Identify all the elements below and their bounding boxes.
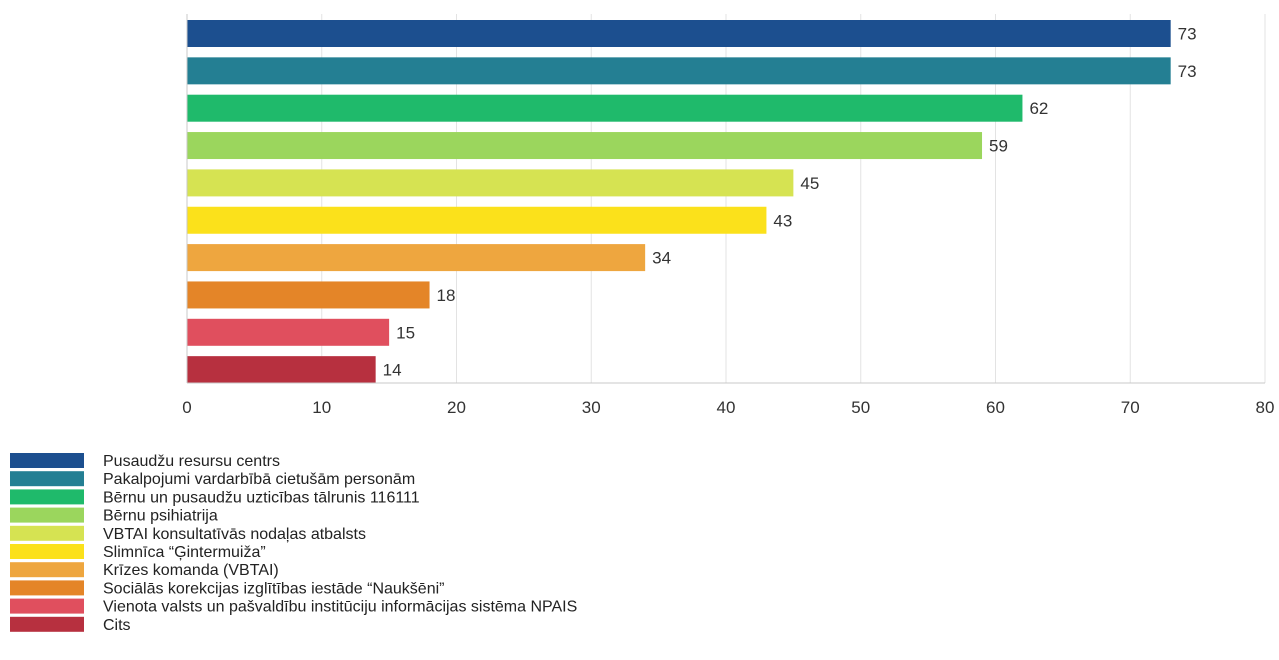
- x-tick-label-50: 50: [851, 398, 870, 417]
- bars: [187, 20, 1171, 384]
- bar-value-label-2: 73: [1178, 62, 1197, 81]
- bar-3: [187, 94, 1023, 122]
- bar-value-label-7: 34: [652, 249, 671, 268]
- bar-value-label-1: 73: [1178, 25, 1197, 44]
- legend-swatch-7: [10, 562, 84, 578]
- x-tick-label-40: 40: [717, 398, 736, 417]
- bar-9: [187, 318, 390, 346]
- x-tick-label-80: 80: [1256, 398, 1275, 417]
- legend-swatch-9: [10, 598, 84, 614]
- legend-swatch-1: [10, 453, 84, 468]
- x-tick-label-0: 0: [182, 398, 191, 417]
- legend-label-1: Pusaudžu resursu centrs: [103, 453, 280, 470]
- x-tick-label-20: 20: [447, 398, 466, 417]
- legend-swatch-8: [10, 580, 84, 596]
- legend-label-4: Bērnu psihiatrija: [103, 508, 218, 525]
- bar-4: [187, 132, 983, 160]
- legend-swatch-6: [10, 544, 84, 559]
- bar-1: [187, 20, 1171, 47]
- legend-label-7: Krīzes komanda (VBTAI): [103, 562, 279, 579]
- legend-swatch-5: [10, 525, 84, 541]
- legend-swatch-10: [10, 616, 84, 632]
- bar-value-label-10: 14: [383, 361, 402, 380]
- x-tick-label-60: 60: [986, 398, 1005, 417]
- x-tick-label-70: 70: [1121, 398, 1140, 417]
- legend-swatch-3: [10, 489, 84, 505]
- bar-value-label-6: 43: [773, 211, 792, 230]
- legend-label-9: Vienota valsts un pašvaldību institūciju…: [103, 599, 577, 616]
- legend-label-10: Cits: [103, 617, 131, 634]
- legend-label-2: Pakalpojumi vardarbībā cietušām personām: [103, 471, 415, 488]
- bar-value-label-3: 62: [1029, 99, 1048, 118]
- x-axis: 0 10 20 30 40 50 60 70 80: [182, 14, 1274, 417]
- x-tick-label-30: 30: [582, 398, 601, 417]
- bar-value-label-5: 45: [800, 174, 819, 193]
- bar-10: [187, 356, 376, 384]
- legend-label-5: VBTAI konsultatīvās nodaļas atbalsts: [103, 526, 366, 543]
- data-labels: 73 73 62 59 45 43 34 18 15 14: [383, 25, 1197, 380]
- x-tick-label-10: 10: [312, 398, 331, 417]
- bar-8: [187, 281, 430, 309]
- legend-label-8: Sociālās korekcijas izglītības iestāde “…: [103, 580, 444, 597]
- legend-label-3: Bērnu un pusaudžu uzticības tālrunis 116…: [103, 489, 420, 506]
- legend-label-6: Slimnīca “Ģintermuiža”: [103, 544, 266, 561]
- bar-value-label-8: 18: [437, 286, 456, 305]
- legend-swatch-4: [10, 507, 84, 523]
- bar-7: [187, 244, 646, 272]
- bar-5: [187, 169, 794, 197]
- bar-6: [187, 206, 767, 234]
- bar-2: [187, 57, 1171, 85]
- legend-swatch-2: [10, 471, 84, 487]
- bar-value-label-9: 15: [396, 323, 415, 342]
- bar-value-label-4: 59: [989, 137, 1008, 156]
